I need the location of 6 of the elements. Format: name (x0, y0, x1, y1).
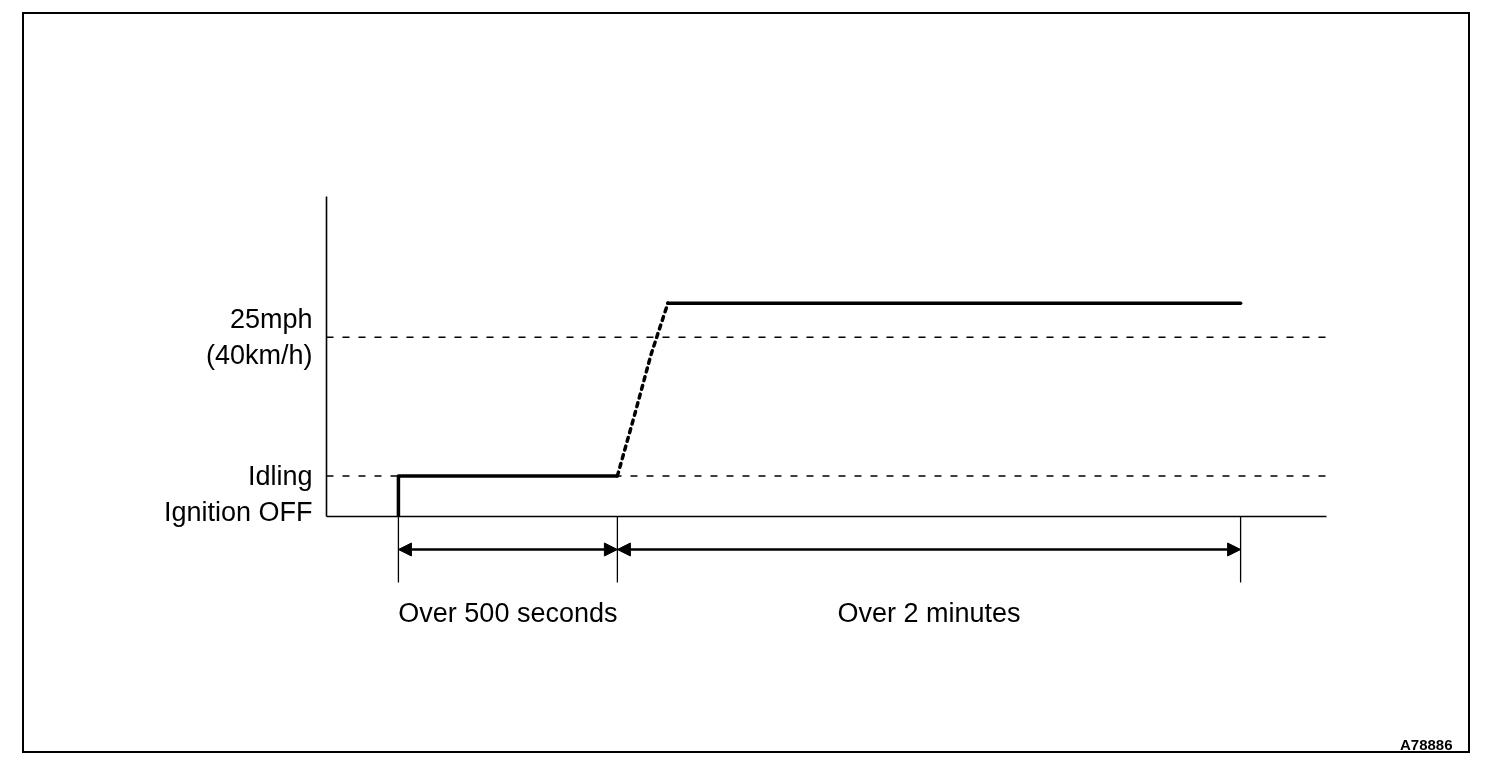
text: Ignition OFF (163, 496, 313, 527)
ref-line-label: Idling (247, 460, 313, 491)
ref-line-label: 25mph (40km/h) (205, 304, 313, 371)
text: Over 2 minutes (837, 597, 1021, 628)
text: Over 500 seconds (398, 597, 618, 628)
text: A78886 (1399, 736, 1453, 753)
